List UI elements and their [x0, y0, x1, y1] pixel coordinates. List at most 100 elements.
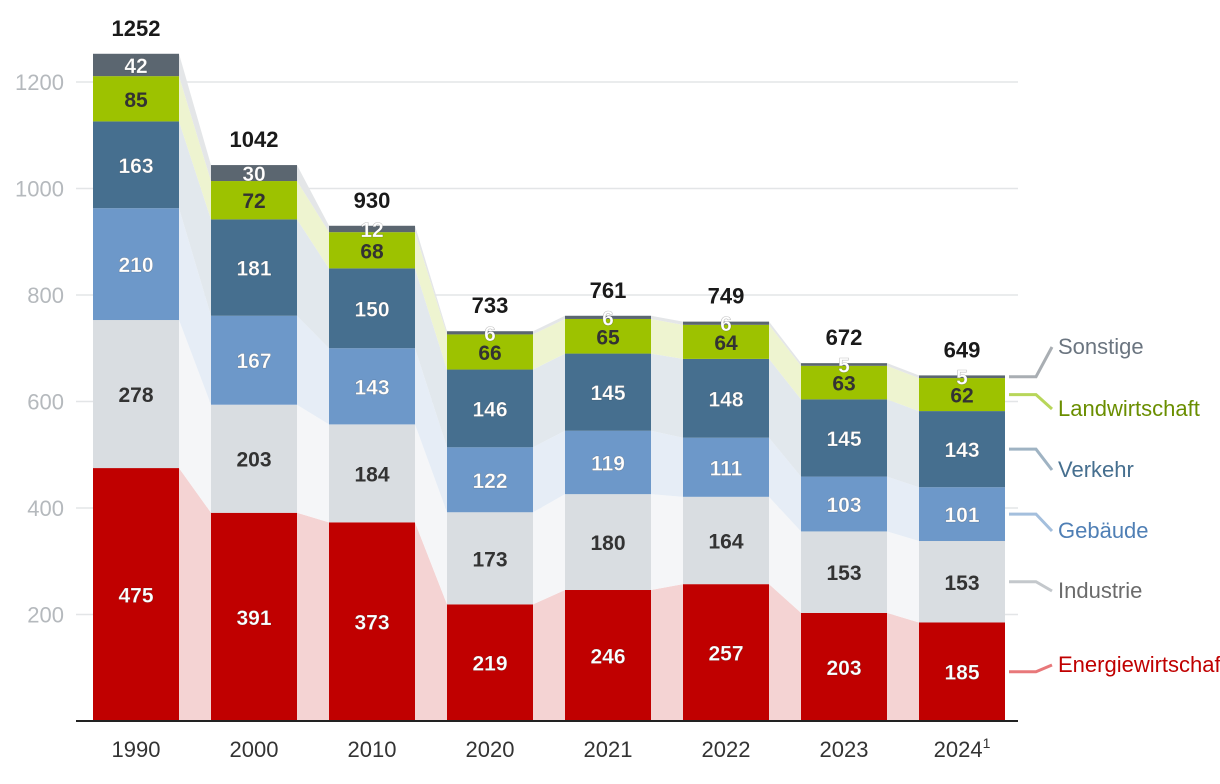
data-label: 164	[708, 530, 743, 553]
data-label: 12	[360, 219, 383, 242]
total-label: 749	[708, 284, 745, 309]
bar-sonstige-2023	[801, 363, 887, 366]
bar-industrie-2023	[801, 531, 887, 613]
band-landwirtschaft	[533, 318, 565, 370]
bar-verkehr-2023	[801, 399, 887, 477]
legend-leader-line	[1009, 512, 1054, 533]
data-label: 42	[124, 55, 147, 78]
bar-energiewirtschaft-1990	[93, 468, 179, 721]
data-label: 103	[826, 494, 861, 517]
legend-leader-line	[1009, 447, 1054, 471]
data-label: 66	[478, 342, 501, 365]
y-tick-label: 400	[27, 496, 64, 521]
x-tick-label: 2020	[466, 737, 515, 762]
x-tick-label: 2022	[702, 737, 751, 762]
data-label: 119	[591, 452, 625, 475]
band-industrie	[533, 494, 565, 605]
x-tick-label: 2010	[348, 737, 397, 762]
bar-energiewirtschaft-2022	[683, 584, 769, 721]
total-label: 930	[354, 188, 391, 213]
band-energiewirtschaft	[769, 584, 801, 721]
band-gebäude	[769, 437, 801, 532]
bar-landwirtschaft-2000	[211, 181, 297, 220]
band-gebäude	[415, 348, 447, 513]
data-label: 153	[826, 562, 861, 585]
data-label: 145	[590, 382, 625, 405]
data-label: 145	[826, 428, 861, 451]
total-label: 761	[590, 278, 627, 303]
bar-energiewirtschaft-2020	[447, 604, 533, 721]
bar-gebäude-2022	[683, 437, 769, 497]
x-tick-label: 2000	[230, 737, 279, 762]
data-label: 246	[590, 646, 625, 669]
data-label: 85	[124, 89, 148, 112]
data-label: 143	[354, 376, 389, 399]
connector-bands	[179, 53, 919, 721]
data-label: 150	[354, 298, 389, 321]
band-sonstige	[179, 53, 211, 182]
band-verkehr	[415, 268, 447, 448]
bar-landwirtschaft-2022	[683, 324, 769, 359]
band-gebäude	[887, 476, 919, 542]
bar-landwirtschaft-1990	[93, 76, 179, 122]
band-landwirtschaft	[415, 232, 447, 370]
band-industrie	[179, 320, 211, 513]
total-label: 649	[944, 337, 981, 362]
bar-landwirtschaft-2020	[447, 334, 533, 370]
band-landwirtschaft	[887, 365, 919, 412]
data-label: 64	[714, 332, 738, 355]
data-label: 257	[708, 643, 743, 666]
band-verkehr	[651, 353, 683, 438]
data-label: 184	[354, 463, 389, 486]
data-label: 30	[242, 163, 265, 186]
data-label: 111	[710, 457, 743, 480]
bar-landwirtschaft-2010	[329, 232, 415, 269]
total-label: 1252	[112, 16, 161, 41]
band-industrie	[415, 424, 447, 605]
total-label: 1042	[230, 127, 279, 152]
band-energiewirtschaft	[179, 468, 211, 721]
data-label: 173	[472, 548, 507, 571]
legend-leader-line	[1009, 663, 1053, 674]
band-landwirtschaft	[769, 324, 801, 400]
band-industrie	[297, 404, 329, 523]
bar-gebäude-2010	[329, 348, 415, 425]
y-tick-label: 1200	[15, 70, 64, 95]
band-sonstige	[887, 363, 919, 379]
bar-industrie-1990	[93, 320, 179, 469]
data-label: 122	[472, 470, 507, 493]
bar-industrie-2010	[329, 424, 415, 523]
data-label: 68	[360, 240, 384, 263]
bar-industrie-2022	[683, 496, 769, 585]
legend-leader-line	[1009, 393, 1054, 411]
y-tick-label: 800	[27, 283, 64, 308]
bar-sonstige-2022	[683, 321, 769, 325]
bar-gebäude-2023	[801, 476, 887, 532]
bar-industrie-2000	[211, 404, 297, 513]
data-label: 63	[832, 373, 855, 396]
bar-sonstige-2024	[919, 375, 1005, 379]
band-sonstige	[415, 225, 447, 335]
segment-labels: 475 278 210 163 85 42 1252 391 203 167 181 72 30 1042…	[112, 16, 981, 685]
bar-industrie-2021	[565, 494, 651, 591]
data-label: 5	[838, 354, 850, 377]
data-label: 203	[236, 449, 271, 472]
data-label: 143	[944, 439, 979, 462]
bar-energiewirtschaft-2000	[211, 512, 297, 721]
data-label: 101	[944, 504, 979, 527]
bar-energiewirtschaft-2023	[801, 612, 887, 721]
data-label: 6	[602, 307, 614, 330]
legend-label-gebäude: Gebäude	[1058, 518, 1149, 543]
band-industrie	[887, 531, 919, 623]
bars	[93, 53, 1005, 721]
band-landwirtschaft	[179, 76, 211, 220]
bar-gebäude-2000	[211, 315, 297, 405]
x-tick-label: 2023	[820, 737, 869, 762]
footnote-marker: 1	[983, 735, 991, 751]
data-label: 6	[484, 323, 496, 346]
band-verkehr	[179, 121, 211, 316]
data-label: 5	[956, 367, 968, 390]
band-gebäude	[297, 315, 329, 425]
legend-leader-line	[1009, 580, 1053, 593]
bar-verkehr-2000	[211, 219, 297, 316]
